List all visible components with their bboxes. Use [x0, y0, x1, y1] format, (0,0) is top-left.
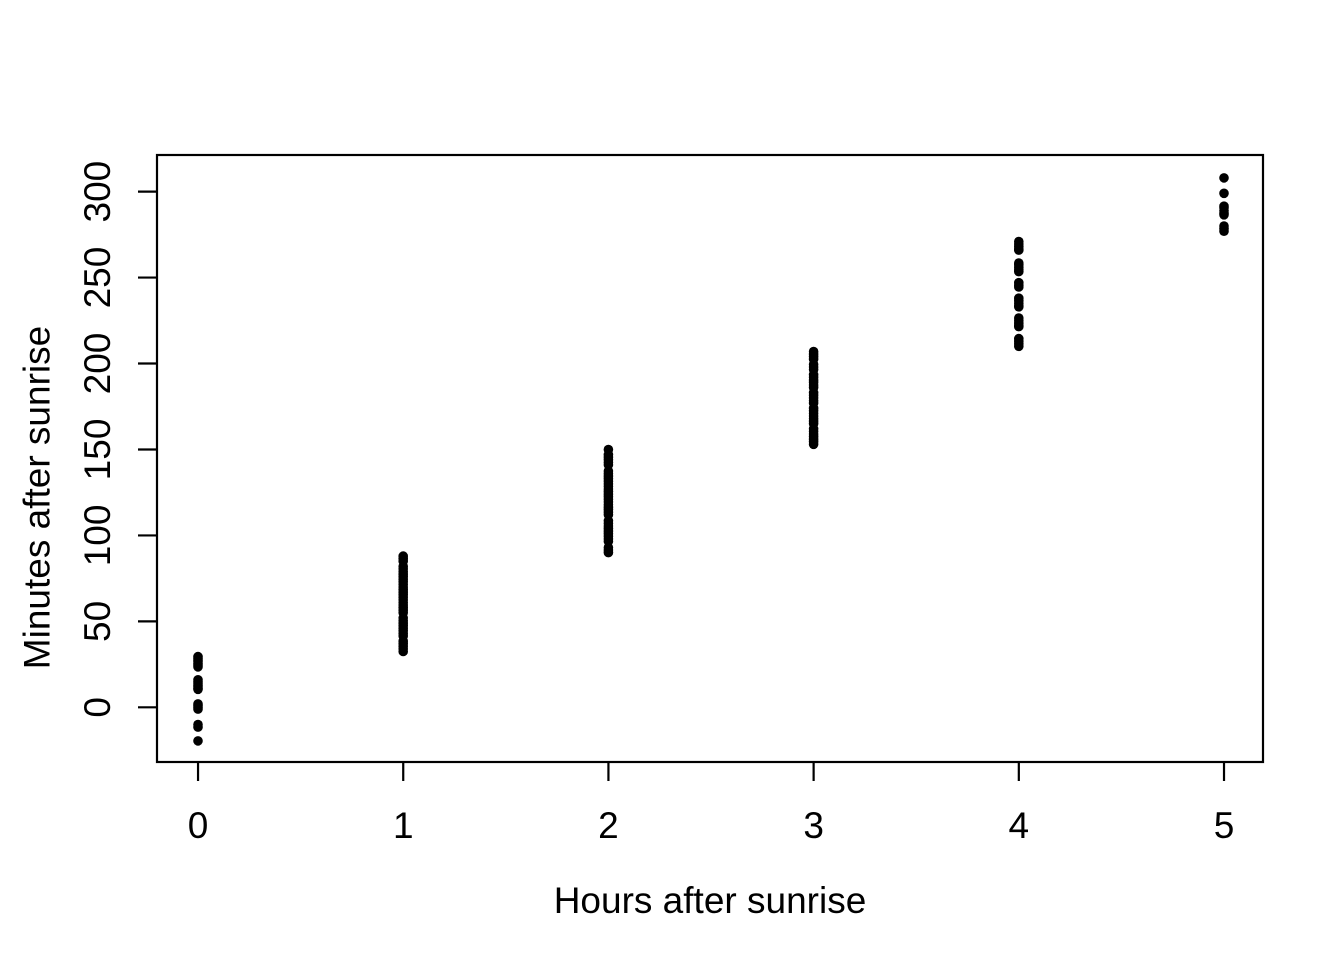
x-tick-label: 2 [598, 805, 619, 846]
y-tick-label: 250 [77, 247, 118, 309]
plot-border [155, 153, 1265, 764]
data-point [808, 439, 819, 450]
y-tick-label: 300 [77, 161, 118, 223]
data-point [193, 704, 203, 714]
x-tick-label: 5 [1214, 805, 1235, 846]
y-tick-label: 50 [77, 601, 118, 642]
data-point [398, 646, 409, 657]
data-point [1014, 302, 1024, 312]
data-point [193, 736, 203, 746]
data-point [1014, 341, 1024, 352]
x-tick-label: 1 [393, 805, 414, 846]
y-tick-label: 0 [77, 697, 118, 718]
y-tick-label: 200 [77, 333, 118, 395]
data-point [1014, 282, 1024, 292]
data-point [603, 547, 614, 558]
data-point [1219, 210, 1229, 220]
data-point [193, 722, 203, 732]
y-axis-title: Minutes after sunrise [16, 325, 58, 670]
data-point [1219, 188, 1229, 199]
y-tick-label: 100 [77, 505, 118, 567]
data-point [1014, 266, 1024, 277]
data-point [193, 662, 203, 672]
data-point [193, 684, 203, 695]
x-axis-title: Hours after sunrise [553, 880, 867, 921]
x-tick-label: 3 [803, 805, 824, 846]
x-tick-label: 0 [188, 805, 209, 846]
x-tick-label: 4 [1009, 805, 1030, 846]
y-tick-label: 150 [77, 419, 118, 481]
data-point [1219, 173, 1229, 183]
data-point [1014, 321, 1024, 332]
data-point [1219, 226, 1229, 236]
data-point [1014, 245, 1024, 255]
